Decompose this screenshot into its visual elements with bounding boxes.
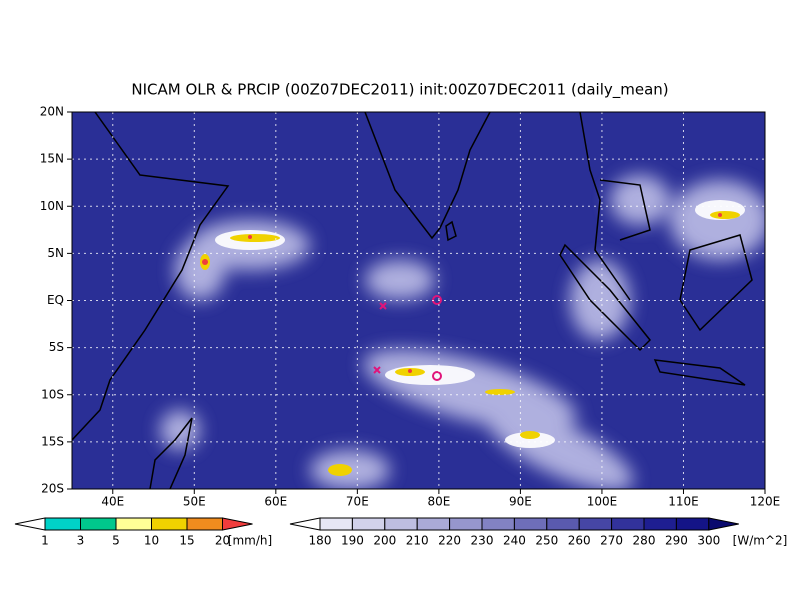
colorbar-label: 300 [697,534,720,548]
colorbar-label: 280 [633,534,656,548]
colorbar-segment [675,517,710,531]
y-tick-label: 20N [40,105,64,119]
x-tick-label: 100E [587,495,618,509]
map-area [72,112,765,489]
colorbar-segment [513,517,548,531]
colorbar-label: 210 [406,534,429,548]
colorbar-segment [384,517,418,531]
y-tick-label: 5N [47,246,64,260]
colorbar-segment [319,517,353,531]
colorbar-segment [44,517,81,531]
y-tick-label: 15S [41,434,64,448]
colorbar-label: 190 [341,534,364,548]
colorbar-label: 270 [600,534,623,548]
y-tick-label: 15N [40,152,64,166]
y-tick-label: 20S [41,482,64,496]
colorbar-segment [80,517,117,531]
colorbar-segment [611,517,645,531]
colorbar-segment [351,517,386,531]
x-tick-label: 120E [750,495,781,509]
x-tick-label: 60E [264,495,287,509]
y-tick-label: 10N [40,199,64,213]
colorbar-label: 1 [41,534,49,548]
x-tick-label: 50E [183,495,206,509]
colorbar-label: 220 [438,534,461,548]
colorbar-segment [151,517,188,531]
colorbar-segment [546,517,580,531]
colorbar-label: 200 [373,534,396,548]
x-tick-label: 90E [509,495,532,509]
colorbar-label: 15 [179,534,194,548]
y-tick-label: EQ [47,293,64,307]
x-tick-label: 110E [668,495,699,509]
colorbar-label: 10 [144,534,159,548]
x-tick-label: 80E [427,495,450,509]
map-title: NICAM OLR & PRCIP (00Z07DEC2011) init:00… [131,81,668,100]
colorbar-unit: [W/m^2] [733,534,788,548]
colorbar-segment [186,517,223,531]
colorbar-segment [578,517,613,531]
colorbar-label: 290 [665,534,688,548]
colorbar-label: 20 [215,534,230,548]
y-tick-label: 10S [41,387,64,401]
colorbar-segment [481,517,515,531]
colorbar-segment [115,517,152,531]
colorbar-segment [14,517,46,531]
colorbar-segment [449,517,483,531]
colorbar-label: 240 [503,534,526,548]
colorbar-label: 3 [77,534,85,548]
y-tick-label: 5S [49,340,64,354]
x-tick-label: 70E [346,495,369,509]
colorbar-segment [416,517,451,531]
colorbar-segment [222,517,253,531]
colorbar-label: 5 [112,534,120,548]
colorbar-label: 180 [309,534,332,548]
colorbar-segment [289,517,321,531]
colorbar-segment [708,517,739,531]
colorbar-unit: [mm/h] [228,534,272,548]
x-tick-label: 40E [101,495,124,509]
colorbar-label: 250 [535,534,558,548]
colorbar-segment [643,517,677,531]
colorbar-label: 260 [568,534,591,548]
colorbar-label: 230 [471,534,494,548]
